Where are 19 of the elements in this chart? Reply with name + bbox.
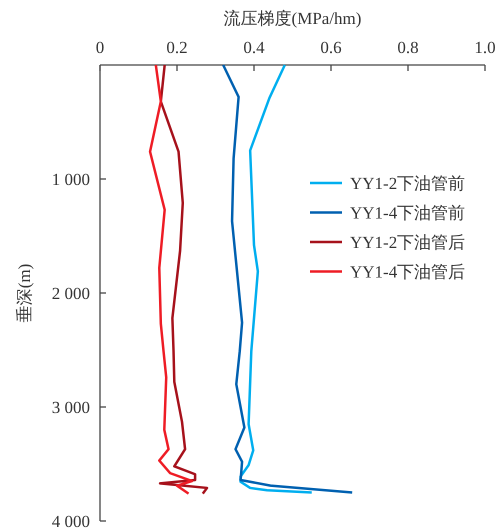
x-tick-label: 1.0 bbox=[474, 38, 496, 57]
x-tick-label: 0.8 bbox=[397, 38, 419, 57]
y-tick-label: 1 000 bbox=[52, 170, 90, 189]
x-tick-label: 0 bbox=[96, 38, 104, 57]
y-tick-label: 3 000 bbox=[52, 398, 90, 417]
y-tick-label: 2 000 bbox=[52, 284, 90, 303]
line-series bbox=[239, 64, 313, 494]
x-tick-label: 0.4 bbox=[243, 38, 266, 57]
legend-label: YY1-4下油管后 bbox=[350, 262, 466, 282]
legend-label: YY1-2下油管后 bbox=[350, 232, 466, 252]
x-tick-label: 0.2 bbox=[166, 38, 188, 57]
x-tick-label: 0.6 bbox=[320, 38, 342, 57]
line-series bbox=[148, 64, 194, 495]
x-axis-title: 流压梯度(MPa/hm) bbox=[224, 9, 362, 28]
legend-label: YY1-2下油管前 bbox=[350, 174, 466, 193]
y-axis-title: 垂深(m) bbox=[15, 264, 34, 322]
legend-label: YY1-4下油管前 bbox=[350, 203, 466, 222]
y-tick-label: 4 000 bbox=[52, 512, 90, 530]
line-series bbox=[158, 64, 208, 495]
